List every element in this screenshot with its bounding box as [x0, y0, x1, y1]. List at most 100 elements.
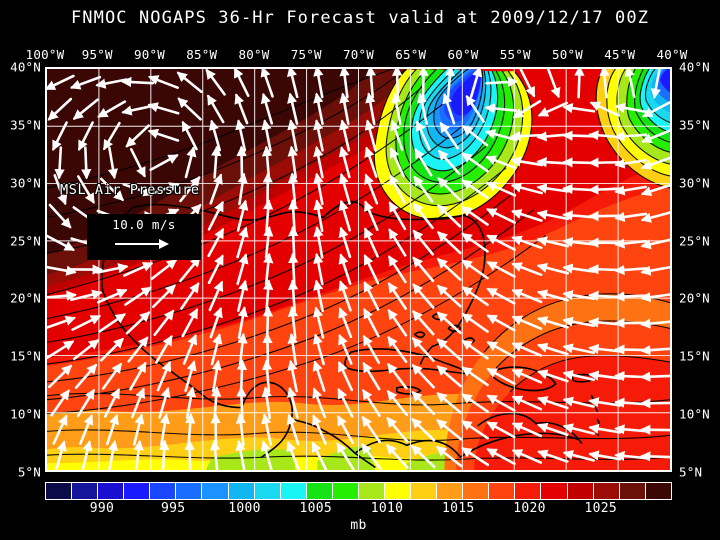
wind-arrow	[47, 315, 76, 329]
wind-arrow	[337, 388, 354, 418]
wind-arrow	[589, 101, 620, 117]
wind-arrow	[286, 386, 299, 419]
wind-arrow	[390, 119, 404, 152]
wind-arrow	[287, 359, 298, 393]
wind-arrow	[260, 69, 274, 98]
wind-arrow	[288, 252, 299, 286]
longitude-tick-label: 80°W	[238, 47, 270, 62]
latitude-tick-label: 25°N	[10, 233, 41, 249]
wind-arrow	[412, 229, 435, 256]
wind-arrow	[260, 440, 273, 470]
wind-arrow	[413, 202, 434, 230]
wind-arrow	[47, 265, 77, 276]
wind-arrow	[47, 340, 75, 359]
wind-arrow	[642, 100, 670, 118]
wind-arrow	[181, 120, 198, 151]
longitude-tick-label: 90°W	[134, 47, 165, 62]
wind-arrow	[387, 362, 408, 390]
wind-arrow	[537, 101, 569, 117]
wind-scale-label: 10.0 m/s	[112, 217, 176, 232]
wind-arrow	[287, 145, 298, 179]
wind-arrow	[469, 69, 483, 98]
wind-arrow	[127, 336, 149, 363]
wind-arrow	[640, 183, 670, 197]
latitude-tick-label: 5°N	[17, 464, 41, 480]
wind-arrow	[387, 308, 408, 337]
wind-arrow	[511, 369, 543, 384]
wind-arrow	[337, 415, 355, 445]
wind-arrow	[511, 262, 543, 277]
colorbar-swatch	[98, 483, 125, 499]
wind-arrow	[461, 206, 489, 226]
longitude-tick-label: 55°W	[499, 47, 531, 62]
wind-arrow	[339, 119, 351, 152]
wind-arrow	[156, 360, 172, 392]
wind-arrow	[54, 440, 67, 470]
wind-arrow	[262, 199, 274, 233]
wind-arrow	[78, 121, 94, 151]
wind-arrow	[159, 413, 170, 446]
wind-arrow	[150, 259, 178, 280]
colorbar-swatch	[332, 483, 359, 499]
wind-arrow	[588, 157, 622, 168]
wind-arrow	[52, 121, 68, 151]
wind-arrow	[588, 211, 622, 222]
colorbar-swatch	[228, 483, 255, 499]
wind-arrow	[236, 359, 248, 393]
wind-arrow	[338, 334, 353, 365]
wind-arrow	[364, 146, 378, 178]
wind-arrow	[486, 261, 516, 278]
wind-arrow	[562, 103, 596, 114]
wind-arrow	[614, 131, 648, 142]
wind-arrow	[442, 93, 456, 125]
wind-arrow	[47, 234, 75, 251]
colorbar-swatch	[645, 483, 671, 499]
wind-arrow	[101, 362, 122, 390]
wind-arrow	[640, 345, 670, 356]
wind-arrow	[260, 92, 274, 125]
wind-arrow	[537, 396, 569, 410]
wind-arrow	[461, 447, 490, 467]
wind-arrow	[234, 93, 249, 125]
colorbar-swatch	[515, 483, 542, 499]
wind-arrow	[436, 231, 462, 255]
wind-arrow	[107, 146, 119, 180]
wind-arrow	[364, 227, 379, 258]
wind-arrow	[123, 262, 154, 277]
wind-arrow	[177, 97, 202, 121]
wind-arrow	[436, 284, 462, 308]
wind-arrow	[147, 102, 180, 115]
wind-arrow	[312, 387, 327, 419]
wind-arrow	[338, 307, 353, 339]
wind-arrow	[261, 386, 272, 420]
wind-arrow	[70, 75, 102, 90]
latitude-axis-left: 40°N 35°N 30°N 25°N 20°N 15°N 10°N 5°N	[0, 60, 44, 480]
colorbar-swatch	[202, 483, 229, 499]
wind-arrow	[338, 280, 352, 312]
wind-arrow	[261, 119, 272, 152]
wind-arrow	[485, 76, 519, 88]
wind-arrow	[486, 314, 516, 332]
wind-arrow	[158, 386, 171, 419]
wind-arrow	[312, 333, 325, 366]
wind-arrow	[546, 69, 561, 99]
wind-arrow	[72, 98, 99, 120]
colorbar-swatch	[489, 483, 516, 499]
wind-arrow	[413, 175, 434, 203]
wind-arrow	[416, 92, 429, 125]
wind-arrow	[211, 145, 222, 179]
wind-arrow	[414, 148, 433, 177]
colorbar-swatch	[541, 483, 568, 499]
wind-arrow	[312, 306, 325, 339]
latitude-tick-label: 5°N	[679, 464, 703, 480]
wind-arrow	[338, 361, 354, 392]
wind-arrow	[364, 173, 379, 205]
longitude-tick-label: 70°W	[343, 47, 374, 62]
colorbar-tick-label: 1000	[228, 501, 261, 516]
longitude-tick-label: 40°W	[656, 47, 688, 62]
wind-arrow	[363, 307, 380, 338]
wind-arrow	[411, 337, 435, 362]
pressure-field-svg	[47, 69, 670, 470]
wind-arrow	[313, 92, 324, 125]
colorbar-swatch	[254, 483, 281, 499]
